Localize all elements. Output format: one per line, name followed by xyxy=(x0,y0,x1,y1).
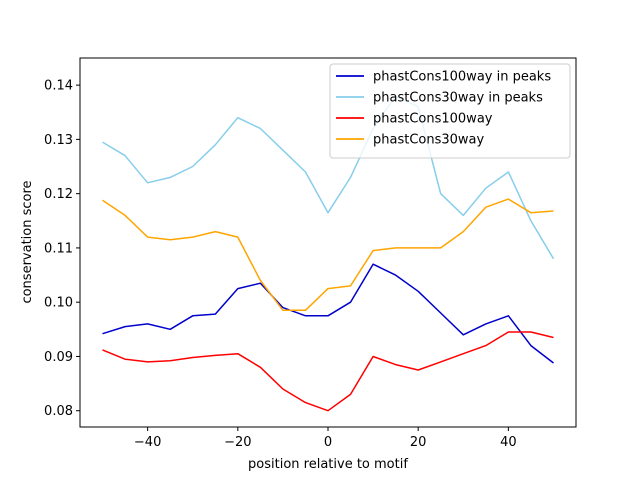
x-tick-label: 0 xyxy=(324,435,332,450)
y-tick-label: 0.14 xyxy=(44,79,73,94)
y-axis: 0.08 0.09 0.10 0.11 0.12 0.13 0.14 xyxy=(44,79,80,419)
series-line-4 xyxy=(102,198,554,312)
legend-label-2: phastCons30way in peaks xyxy=(373,91,543,106)
x-tick-label: 20 xyxy=(410,435,427,450)
y-tick-label: 0.09 xyxy=(44,350,73,365)
legend: phastCons100way in peaks phastCons30way i… xyxy=(329,63,571,159)
legend-label-4: phastCons30way xyxy=(373,133,485,148)
x-axis-label: position relative to motif xyxy=(248,457,408,472)
x-axis: −40 −20 0 20 40 xyxy=(134,427,517,450)
x-tick-label: 40 xyxy=(500,435,517,450)
y-tick-label: 0.10 xyxy=(44,296,73,311)
x-tick-label: −20 xyxy=(224,435,251,450)
y-tick-label: 0.11 xyxy=(44,241,73,256)
y-tick-label: 0.12 xyxy=(44,187,73,202)
y-tick-label: 0.08 xyxy=(44,404,73,419)
y-axis-label: conservation score xyxy=(20,180,35,303)
series-line-2 xyxy=(102,95,555,260)
series-layer xyxy=(102,95,555,412)
x-tick-label: −40 xyxy=(134,435,161,450)
legend-box xyxy=(329,63,571,159)
series-line-1 xyxy=(102,263,554,364)
legend-label-1: phastCons100way in peaks xyxy=(373,70,551,85)
legend-label-3: phastCons100way xyxy=(373,112,493,127)
y-tick-label: 0.13 xyxy=(44,133,73,148)
series-line-3 xyxy=(102,331,554,412)
